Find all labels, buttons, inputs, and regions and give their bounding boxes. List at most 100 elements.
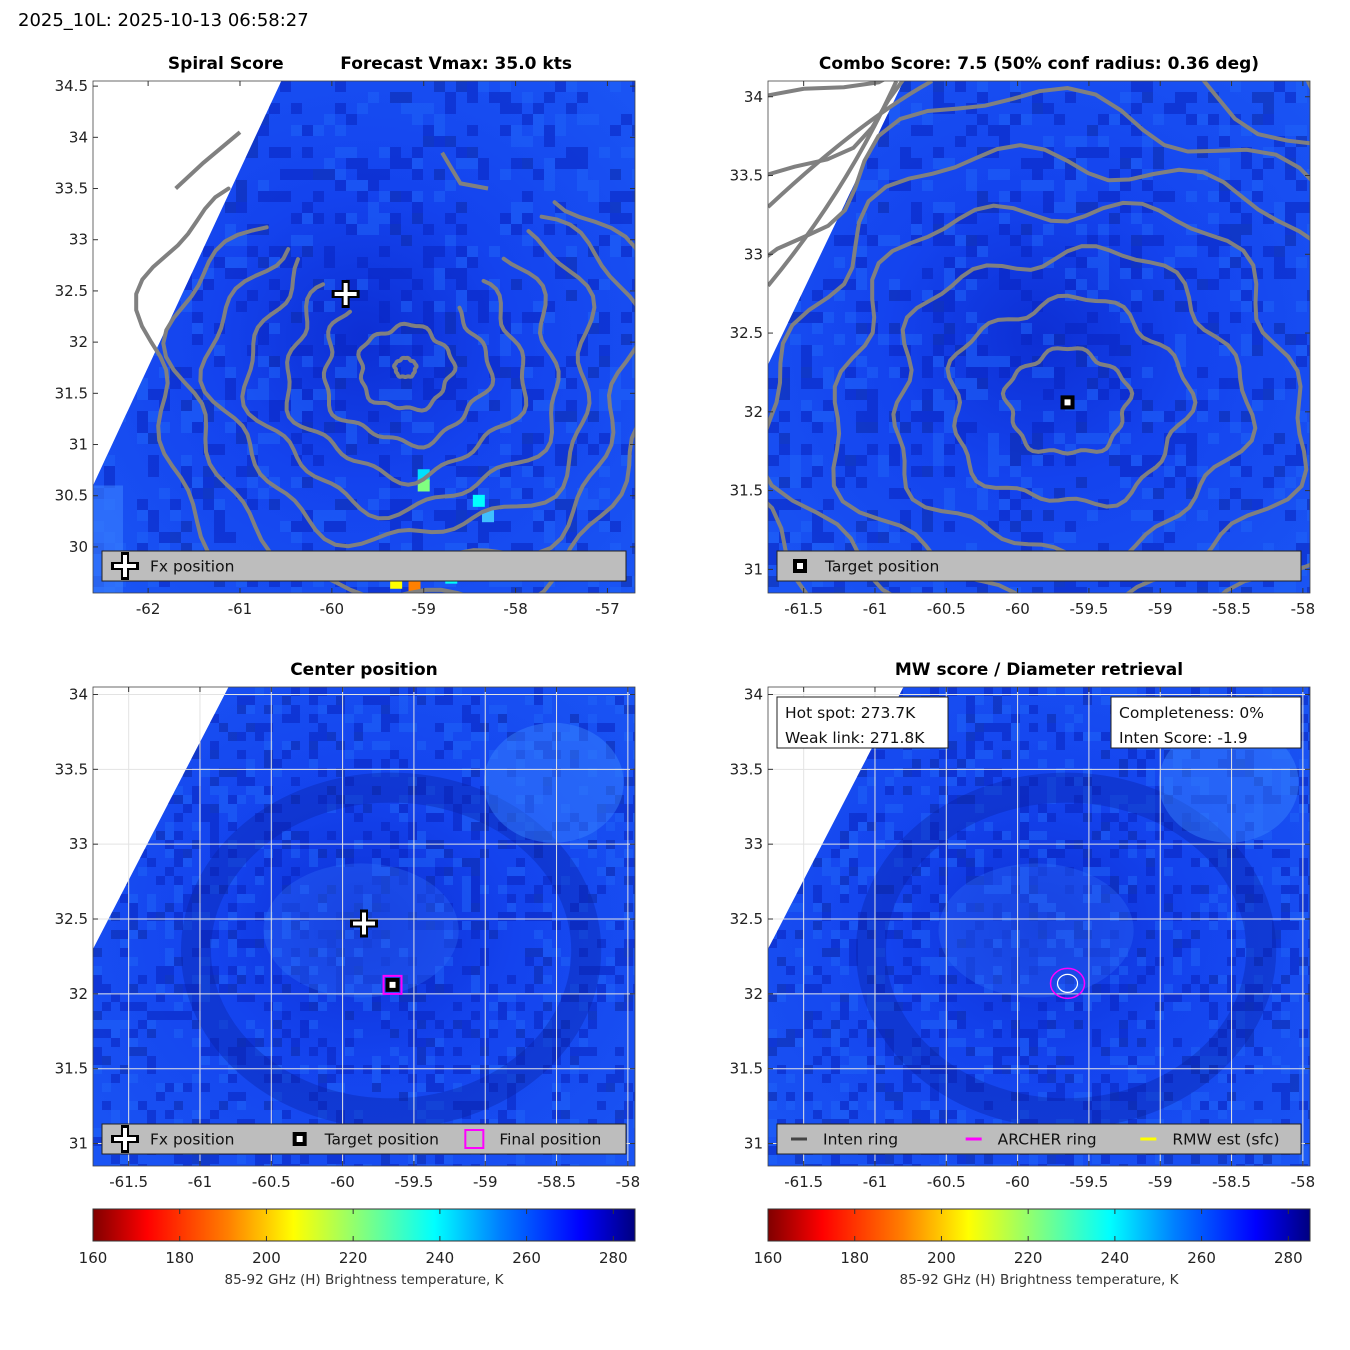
colorbar-right: 160 180 200 220 240 260 280 85-92 GHz (H) Brig… — [754, 1208, 1311, 1288]
eye-region — [938, 863, 1134, 998]
colorbar-tick-label: 160 — [754, 1249, 783, 1267]
x-tick-label: -60 — [1005, 600, 1030, 618]
contour-line — [174, 130, 242, 190]
x-tick-label: -59 — [1148, 1173, 1173, 1191]
y-tick-label: 33 — [744, 835, 763, 853]
y-tick-label: 32 — [69, 333, 88, 351]
info-box — [776, 696, 949, 749]
y-tick-label: 33 — [69, 835, 88, 853]
colorbar-left-label: 85-92 GHz (H) Brightness temperature, K — [225, 1272, 505, 1288]
x-tick-label: -62 — [136, 600, 161, 618]
contour-line — [768, 143, 1310, 593]
y-tick-label: 33 — [744, 245, 763, 263]
y-tick-label: 32.5 — [55, 282, 88, 300]
legend-label: Target position — [824, 558, 939, 576]
contour-line — [198, 229, 597, 549]
contour-line — [945, 293, 1198, 509]
contour-line — [392, 355, 419, 379]
x-tick-label: -58 — [1291, 600, 1316, 618]
contour-line — [1000, 346, 1135, 456]
legend-label: ARCHER ring — [998, 1131, 1097, 1149]
target-position-marker — [1060, 395, 1075, 410]
x-tick-label: -60 — [320, 600, 345, 618]
panel-title-right: Forecast Vmax: 35.0 kts — [340, 54, 572, 74]
fx-position-marker — [331, 279, 360, 308]
info-box-right: Completeness: 0% Inten Score: -1.9 — [1110, 696, 1302, 749]
convective-cell — [472, 494, 485, 507]
score-contours — [768, 81, 1310, 593]
y-tick-label: 32.5 — [55, 910, 88, 928]
y-tick-label: 32 — [744, 985, 763, 1003]
y-tick-label: 33.5 — [55, 760, 88, 778]
y-tick-label: 32.5 — [730, 324, 763, 342]
info-box-left: Hot spot: 273.7K Weak link: 271.8K — [776, 696, 949, 749]
colorbar-left: 160 180 200 220 240 260 280 85-92 GHz (H) Brig… — [79, 1208, 636, 1288]
panel-title: Center position — [290, 660, 438, 680]
y-tick-label: 33 — [69, 231, 88, 249]
convective-cell — [482, 510, 495, 523]
rain-band — [855, 772, 1277, 1129]
legend-label: Inten ring — [823, 1131, 898, 1149]
y-tick-label: 33.5 — [730, 760, 763, 778]
plot-area-center — [93, 687, 635, 1166]
y-tick-label: 32.5 — [730, 910, 763, 928]
info-box — [1110, 696, 1302, 749]
x-tick-label: -58 — [1291, 1173, 1316, 1191]
bright-area — [1158, 722, 1299, 843]
y-tick-label: 34 — [744, 685, 763, 703]
legend-square-icon — [292, 1132, 307, 1146]
x-tick-label: -61 — [228, 600, 253, 618]
y-tick-label: 33.5 — [730, 167, 763, 185]
legend: Target position — [776, 550, 1302, 582]
x-tick-label: -59.5 — [1070, 600, 1109, 618]
y-tick-label: 31.5 — [55, 1060, 88, 1078]
colorbar-tick-label: 160 — [79, 1249, 108, 1267]
plot-frame — [767, 80, 1311, 594]
x-tick-label: -60 — [1005, 1173, 1030, 1191]
axis-ticks: -61.5 -61 -60.5 -60 -59.5 -59 -58.5 -58 31 31.5 32… — [55, 685, 641, 1191]
legend-label: Fx position — [150, 1131, 234, 1149]
colorbar-tick-label: 180 — [840, 1249, 869, 1267]
brightness-field — [93, 687, 635, 1166]
colorbar-tick-label: 220 — [339, 1249, 368, 1267]
panel-spiral: -62 -61 -60 -59 -58 -57 30 30.5 31 31.5 32 32.5 33 33… — [55, 54, 636, 618]
y-tick-label: 32 — [69, 985, 88, 1003]
colorbar-tick-label: 200 — [927, 1249, 956, 1267]
info-text: Hot spot: 273.7K — [785, 704, 916, 722]
x-tick-label: -59 — [473, 1173, 498, 1191]
contour-line — [440, 151, 489, 191]
y-tick-label: 34 — [69, 685, 88, 703]
legend-box — [101, 550, 627, 582]
panel-mw: -61.5 -61 -60.5 -60 -59.5 -59 -58.5 -58 31 31.5 32… — [730, 660, 1316, 1191]
legend: Fx position — [101, 550, 627, 582]
rmw-ring — [1056, 973, 1079, 993]
y-tick-label: 32 — [744, 403, 763, 421]
x-tick-label: -58 — [616, 1173, 641, 1191]
y-tick-label: 31.5 — [55, 384, 88, 402]
info-text: Inten Score: -1.9 — [1119, 729, 1248, 747]
info-text: Weak link: 271.8K — [785, 729, 925, 747]
x-tick-label: -58.5 — [537, 1173, 576, 1191]
final-position-marker — [382, 974, 403, 995]
plot-area-combo — [768, 81, 1310, 593]
legend-square-icon — [793, 559, 807, 573]
colorbar-tick-label: 240 — [1101, 1249, 1130, 1267]
x-tick-label: -60.5 — [927, 600, 966, 618]
legend-plus-icon — [111, 552, 139, 580]
y-tick-label: 31.5 — [730, 482, 763, 500]
colorbar-tick-label: 200 — [252, 1249, 281, 1267]
y-tick-label: 31 — [69, 436, 88, 454]
x-tick-label: -61 — [188, 1173, 213, 1191]
x-tick-label: -61.5 — [784, 1173, 823, 1191]
info-text: Completeness: 0% — [1119, 704, 1264, 722]
x-tick-label: -59.5 — [1070, 1173, 1109, 1191]
x-tick-label: -61.5 — [109, 1173, 148, 1191]
plot-frame — [92, 686, 636, 1167]
panel-center: -61.5 -61 -60.5 -60 -59.5 -59 -58.5 -58 31 31.5 32… — [55, 660, 641, 1191]
colorbar-tick-label: 280 — [599, 1249, 628, 1267]
x-tick-label: -58.5 — [1212, 600, 1251, 618]
y-tick-label: 31 — [744, 560, 763, 578]
plot-frame — [92, 80, 636, 594]
colorbar-tick-label: 260 — [512, 1249, 541, 1267]
plot-frame — [767, 686, 1311, 1167]
